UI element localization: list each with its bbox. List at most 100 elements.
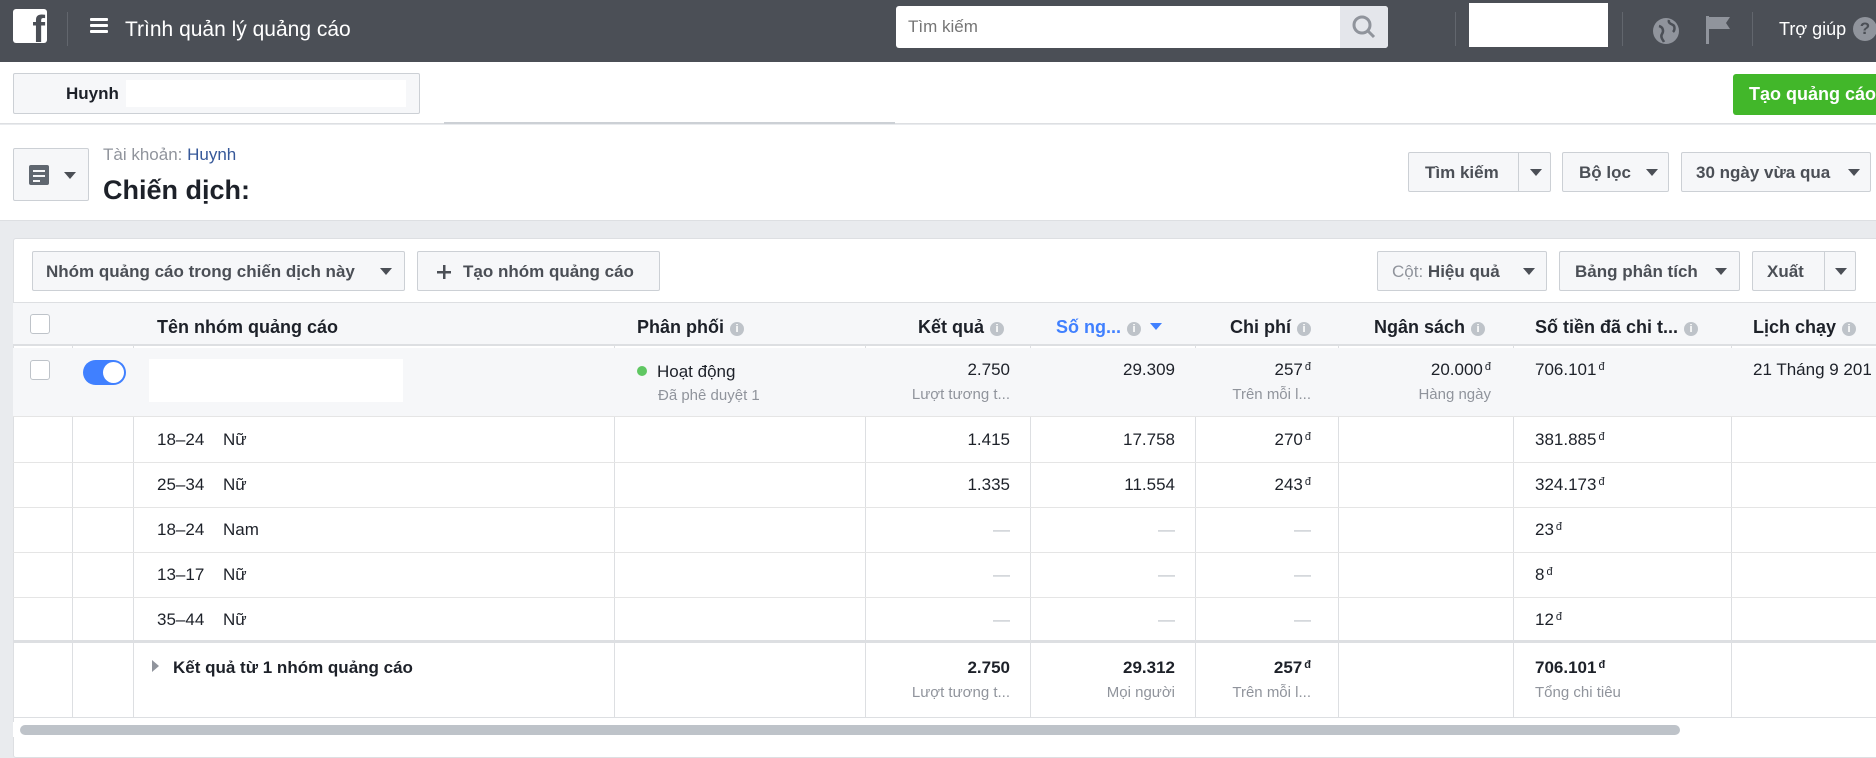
select-all-checkbox[interactable] — [30, 314, 50, 334]
profile-box[interactable] — [1469, 3, 1608, 47]
spent-number: 381.885 — [1535, 430, 1597, 449]
spent-value: 706.101 đ — [1535, 360, 1605, 380]
reach-value: — — [1158, 520, 1175, 539]
adsets-scope-dropdown[interactable]: Nhóm quảng cáo trong chiến dịch này — [32, 251, 405, 291]
summary-row: Kết quả từ 1 nhóm quảng cáo 2.750 Lượt t… — [13, 640, 1876, 718]
spent-number: 23 — [1535, 520, 1554, 539]
gender: Nữ — [223, 610, 247, 629]
cost-sub: Trên mỗi l... — [1232, 386, 1311, 403]
page-header: Tài khoản: Huynh Chiến dịch: Tìm kiếm Bộ… — [0, 125, 1876, 221]
campaign-view-toggle[interactable] — [13, 148, 89, 201]
chevron-down-icon[interactable] — [1530, 169, 1542, 176]
gender: Nữ — [223, 475, 247, 494]
create-adset-button[interactable]: Tạo nhóm quảng cáo — [417, 251, 660, 291]
breadcrumb: Tài khoản: Huynh — [103, 145, 236, 165]
info-icon[interactable]: i — [990, 322, 1005, 336]
info-icon[interactable]: i — [1471, 322, 1486, 336]
hamburger-menu-icon[interactable] — [90, 18, 108, 36]
reach-value: 17.758 — [1123, 430, 1175, 449]
breakdown-row: 13–17 Nữ — — — 8 đ — [13, 553, 1876, 598]
column-header-budget[interactable]: Ngân sách i — [1374, 317, 1486, 338]
currency-symbol: đ — [1546, 566, 1553, 578]
column-header-schedule[interactable]: Lịch chạy i — [1753, 317, 1857, 338]
column-header-name[interactable]: Tên nhóm quảng cáo — [157, 317, 339, 337]
summary-reach-sub: Mọi người — [1106, 684, 1175, 701]
cost-value: 270 đ — [1195, 430, 1312, 450]
info-icon[interactable]: i — [1684, 322, 1699, 336]
chevron-down-icon — [1646, 169, 1658, 176]
app-title[interactable]: Trình quản lý quảng cáo — [125, 18, 351, 41]
account-name: Huynh — [66, 84, 119, 103]
column-header-cost[interactable]: Chi phí i — [1230, 317, 1311, 338]
chevron-down-icon — [1523, 268, 1535, 275]
currency-symbol: đ — [1598, 659, 1606, 671]
schedule-value: 21 Tháng 9 201 — [1753, 360, 1872, 379]
column-label: Kết quả — [918, 317, 985, 337]
summary-spent-sub: Tổng chi tiêu — [1535, 684, 1621, 701]
search-button[interactable] — [1340, 6, 1388, 48]
export-button[interactable]: Xuất — [1752, 251, 1856, 291]
chevron-down-icon[interactable] — [1835, 268, 1847, 275]
help-icon[interactable]: ? — [1853, 17, 1876, 41]
table-row[interactable]: Hoạt động Đã phê duyệt 1 2.750 Lượt tươn… — [13, 348, 1876, 417]
info-icon[interactable]: i — [730, 322, 744, 336]
search-filter-button[interactable]: Tìm kiếm — [1408, 152, 1551, 192]
breadcrumb-account-link[interactable]: Huynh — [187, 145, 237, 164]
globe-icon[interactable] — [1651, 16, 1681, 46]
delivery-sub: Đã phê duyệt 1 — [658, 387, 760, 404]
summary-cost-sub: Trên mỗi l... — [1232, 684, 1311, 701]
currency-symbol: đ — [1598, 431, 1605, 443]
row-checkbox[interactable] — [30, 360, 50, 380]
columns-value: Hiệu quả — [1427, 262, 1500, 281]
expand-arrow-icon[interactable] — [152, 660, 159, 672]
column-header-reach[interactable]: Số ng... i — [1056, 317, 1162, 338]
flag-icon[interactable] — [1703, 14, 1733, 46]
date-range-dropdown[interactable]: 30 ngày vừa qua — [1681, 152, 1871, 192]
tab-indicator — [444, 122, 895, 124]
info-icon[interactable]: i — [1127, 322, 1141, 336]
facebook-logo-icon[interactable]: f — [13, 9, 47, 43]
status-dot-icon — [637, 366, 647, 376]
reach-value: 11.554 — [1124, 475, 1175, 494]
spent-value: 23 đ — [1535, 520, 1562, 540]
info-icon[interactable]: i — [1842, 322, 1857, 336]
age-range: 35–44 — [157, 610, 205, 629]
budget-value: 20.000 đ — [1338, 360, 1491, 380]
columns-dropdown[interactable]: Cột: Hiệu quả — [1377, 251, 1547, 291]
spent-number: 706.101 — [1535, 360, 1597, 379]
info-icon[interactable]: i — [1297, 322, 1311, 336]
breakdown-row: 35–44 Nữ — — — 12 đ — [13, 598, 1876, 643]
scrollbar-thumb[interactable] — [20, 725, 1680, 735]
column-header-spent[interactable]: Số tiền đã chi t... i — [1535, 317, 1699, 338]
date-range-label: 30 ngày vừa qua — [1696, 163, 1831, 182]
currency-symbol: đ — [1304, 476, 1311, 488]
currency-symbol: đ — [1555, 611, 1563, 623]
reach-value: 29.309 — [1123, 360, 1175, 379]
filter-dropdown[interactable]: Bộ lọc — [1562, 152, 1669, 192]
spent-number: 324.173 — [1535, 475, 1597, 494]
account-selector[interactable]: Huynh — [13, 73, 420, 114]
create-adset-label: Tạo nhóm quảng cáo — [463, 262, 634, 281]
gender: Nữ — [223, 565, 247, 584]
chevron-down-icon — [64, 172, 76, 179]
search-input[interactable] — [908, 15, 1268, 39]
column-header-delivery[interactable]: Phân phối i — [637, 317, 744, 338]
column-header-results[interactable]: Kết quả i — [918, 317, 1005, 338]
delivery-status: Hoạt động — [637, 362, 735, 382]
filter-label: Bộ lọc — [1579, 163, 1631, 182]
adsets-scope-label: Nhóm quảng cáo trong chiến dịch này — [46, 262, 355, 281]
create-ad-button[interactable]: Tạo quảng cáo — [1733, 74, 1876, 115]
currency-symbol: đ — [1304, 431, 1311, 443]
help-link[interactable]: Trợ giúp — [1779, 19, 1847, 39]
breakdown-dropdown[interactable]: Bảng phân tích — [1559, 251, 1740, 291]
chevron-down-icon — [1715, 268, 1727, 275]
account-bar: Huynh Tạo quảng cáo — [0, 62, 1876, 124]
redacted-adset-name[interactable] — [149, 359, 403, 402]
age-range: 25–34 — [157, 475, 205, 494]
summary-spent: 706.101 đ — [1535, 658, 1605, 678]
cost-value: — — [1195, 610, 1311, 630]
currency-symbol: đ — [1304, 659, 1311, 671]
adset-active-toggle[interactable] — [83, 360, 126, 385]
breadcrumb-prefix: Tài khoản: — [103, 145, 183, 164]
